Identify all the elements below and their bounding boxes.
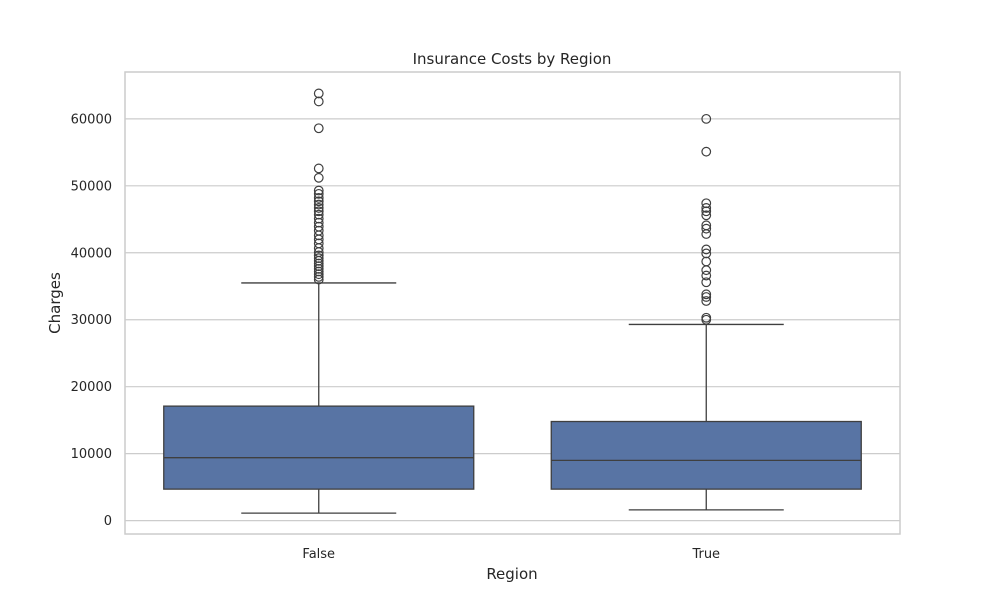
y-tick-label: 20000 xyxy=(71,380,112,395)
outlier-point xyxy=(701,296,712,306)
outlier-point xyxy=(313,172,324,183)
outlier-point xyxy=(313,206,324,217)
outlier-point xyxy=(313,192,324,203)
outlier-point xyxy=(701,312,712,323)
outlier-point xyxy=(313,253,324,264)
outlier-point xyxy=(313,199,324,210)
outlier-point xyxy=(313,185,324,196)
outlier-point xyxy=(313,196,324,207)
outlier-point xyxy=(313,88,324,99)
outlier-point xyxy=(313,188,324,199)
plot-frame xyxy=(124,71,901,535)
y-tick-label: 40000 xyxy=(71,246,112,261)
plot-area: 0 10000 20000 30000 40000 50000 60000 False True xyxy=(71,71,901,562)
x-tick-label: False xyxy=(302,547,335,562)
outlier-point xyxy=(313,203,324,213)
outlier-point xyxy=(313,96,324,107)
outlier-point xyxy=(701,244,712,255)
outlier-point xyxy=(701,265,712,276)
iqr-box xyxy=(550,420,862,490)
outlier-point xyxy=(701,248,712,259)
x-tick-label: True xyxy=(691,547,720,562)
outlier-point xyxy=(701,113,712,124)
outlier-point xyxy=(701,198,712,209)
y-tick-label: 60000 xyxy=(71,112,112,127)
outlier-point xyxy=(313,213,324,224)
y-tick-label: 10000 xyxy=(71,447,112,462)
x-axis-label: Region xyxy=(486,565,537,583)
outlier-point xyxy=(313,209,324,220)
y-tick-label: 0 xyxy=(104,514,112,529)
outlier-point xyxy=(313,163,324,174)
outlier-point xyxy=(701,277,712,288)
outlier-point xyxy=(701,203,712,213)
outlier-point xyxy=(701,210,712,221)
iqr-box xyxy=(163,405,475,490)
outlier-point xyxy=(701,292,712,302)
outlier-point xyxy=(701,270,712,281)
outlier-point xyxy=(701,146,712,157)
outlier-point xyxy=(701,289,712,300)
chart-title: Insurance Costs by Region xyxy=(413,50,612,68)
outlier-point xyxy=(701,256,712,267)
y-tick-label: 30000 xyxy=(71,313,112,328)
outlier-point xyxy=(313,123,324,134)
y-axis-label: Charges xyxy=(46,272,64,334)
y-tick-label: 50000 xyxy=(71,179,112,194)
outlier-point xyxy=(701,220,712,231)
outlier-point xyxy=(313,250,324,261)
outlier-point xyxy=(701,223,712,234)
